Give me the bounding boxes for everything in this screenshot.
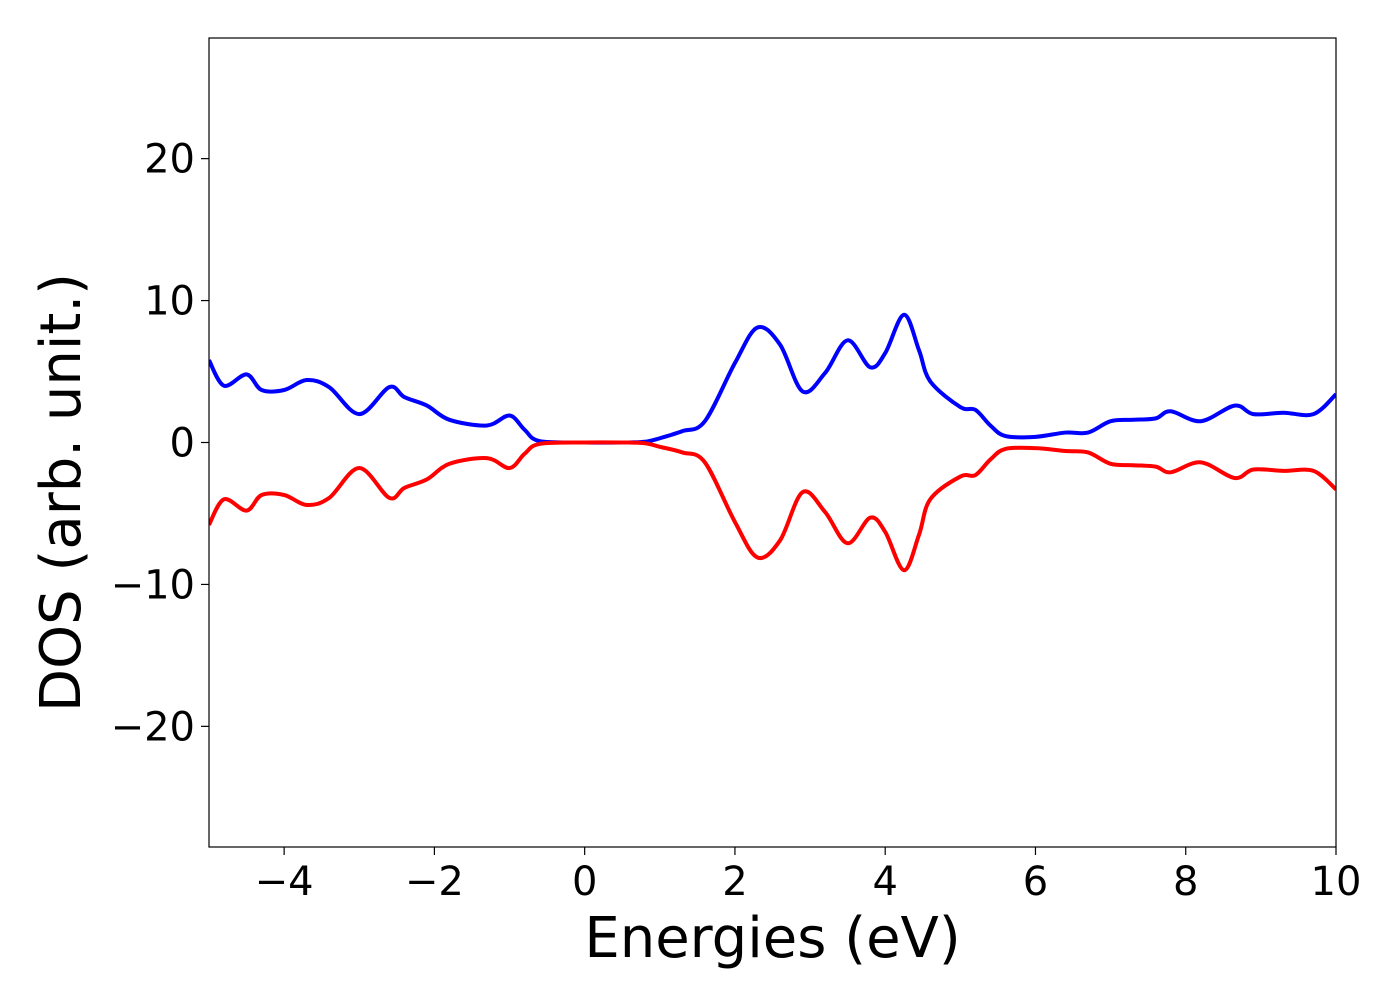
y-tick-label: 0: [170, 421, 195, 467]
x-tick-label: −4: [255, 859, 314, 905]
x-tick-label: −2: [405, 859, 464, 905]
x-tick-label: 6: [1023, 859, 1048, 905]
series-line-2: [209, 440, 1336, 573]
x-axis-title: Energies (eV): [584, 906, 960, 971]
x-tick-label: 10: [1311, 859, 1362, 905]
x-tick-label: 0: [572, 859, 597, 905]
y-tick-label: 10: [144, 279, 195, 325]
y-tick-label: −20: [111, 704, 195, 750]
series-layer: [209, 312, 1336, 573]
y-axis-ticks: −20 −10 0 10 20: [111, 137, 209, 750]
y-tick-label: −10: [111, 562, 195, 608]
series-line-1: [209, 312, 1336, 445]
x-tick-label: 2: [722, 859, 747, 905]
plot-frame: [208, 37, 1337, 848]
y-axis-title: DOS (arb. unit.): [29, 273, 94, 712]
x-tick-label: 8: [1173, 859, 1198, 905]
x-tick-label: 4: [872, 859, 897, 905]
x-axis-ticks: −4 −2 0 2 4 6 8 10: [255, 847, 1362, 905]
y-tick-label: 20: [144, 137, 195, 183]
